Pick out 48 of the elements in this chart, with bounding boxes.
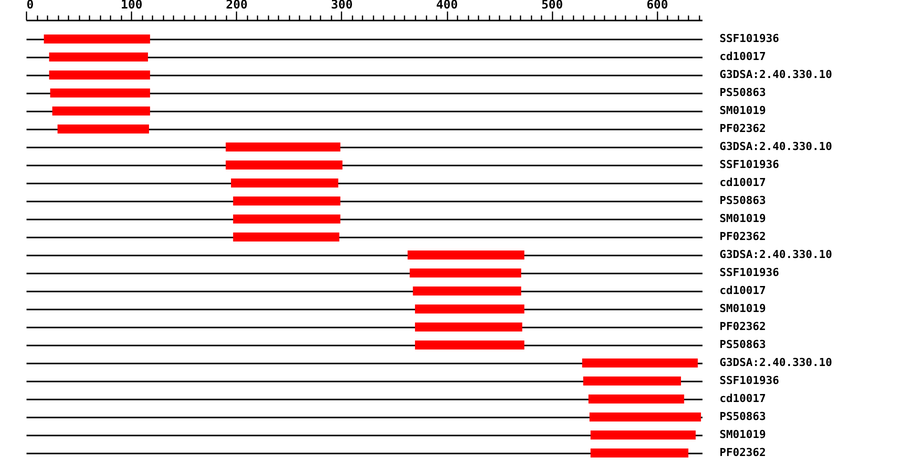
bar: [231, 178, 338, 188]
y-tick-label: SSF101936: [720, 374, 780, 387]
bar: [58, 124, 150, 134]
y-tick-label: G3DSA:2.40.330.10: [720, 68, 832, 81]
bar: [414, 304, 524, 314]
y-tick-label: SSF101936: [720, 32, 780, 45]
bar: [583, 376, 681, 386]
y-tick-label: PF02362: [720, 446, 766, 459]
bar: [588, 394, 684, 404]
bar: [590, 430, 696, 440]
bar: [52, 106, 150, 116]
bar: [233, 232, 340, 242]
y-tick-label: SSF101936: [720, 158, 780, 171]
bar: [226, 142, 340, 152]
bar: [590, 412, 701, 422]
y-tick-label: cd10017: [720, 50, 766, 63]
y-tick-label: PS50863: [720, 410, 766, 423]
y-tick-label: PS50863: [720, 194, 766, 207]
bar: [582, 358, 698, 368]
y-tick-label: G3DSA:2.40.330.10: [720, 248, 832, 261]
y-tick-label: PS50863: [720, 86, 766, 99]
bar: [49, 52, 148, 62]
y-tick-label: cd10017: [720, 392, 766, 405]
y-tick-label: PF02362: [720, 122, 766, 135]
y-tick-label: cd10017: [720, 284, 766, 297]
bar: [414, 322, 522, 332]
bar: [226, 160, 342, 170]
y-tick-label: PS50863: [720, 338, 766, 351]
bar: [414, 340, 524, 350]
y-tick-label: cd10017: [720, 176, 766, 189]
y-tick-label: SSF101936: [720, 266, 780, 279]
bar: [412, 286, 522, 296]
bar: [233, 214, 340, 224]
y-tick-label: PF02362: [720, 320, 766, 333]
y-tick-label: G3DSA:2.40.330.10: [720, 140, 832, 153]
y-tick-label: G3DSA:2.40.330.10: [720, 356, 832, 369]
bar: [49, 70, 150, 80]
y-tick-label: SM01019: [720, 212, 766, 225]
y-tick-label: SM01019: [720, 104, 766, 117]
bar: [44, 34, 150, 44]
bar: [410, 268, 522, 278]
bar: [50, 88, 150, 98]
bar: [408, 250, 524, 260]
y-tick-label: SM01019: [720, 302, 766, 315]
y-tick-label: SM01019: [720, 428, 766, 441]
y-tick-label: PF02362: [720, 230, 766, 243]
bar: [233, 196, 340, 206]
bar: [590, 448, 688, 458]
